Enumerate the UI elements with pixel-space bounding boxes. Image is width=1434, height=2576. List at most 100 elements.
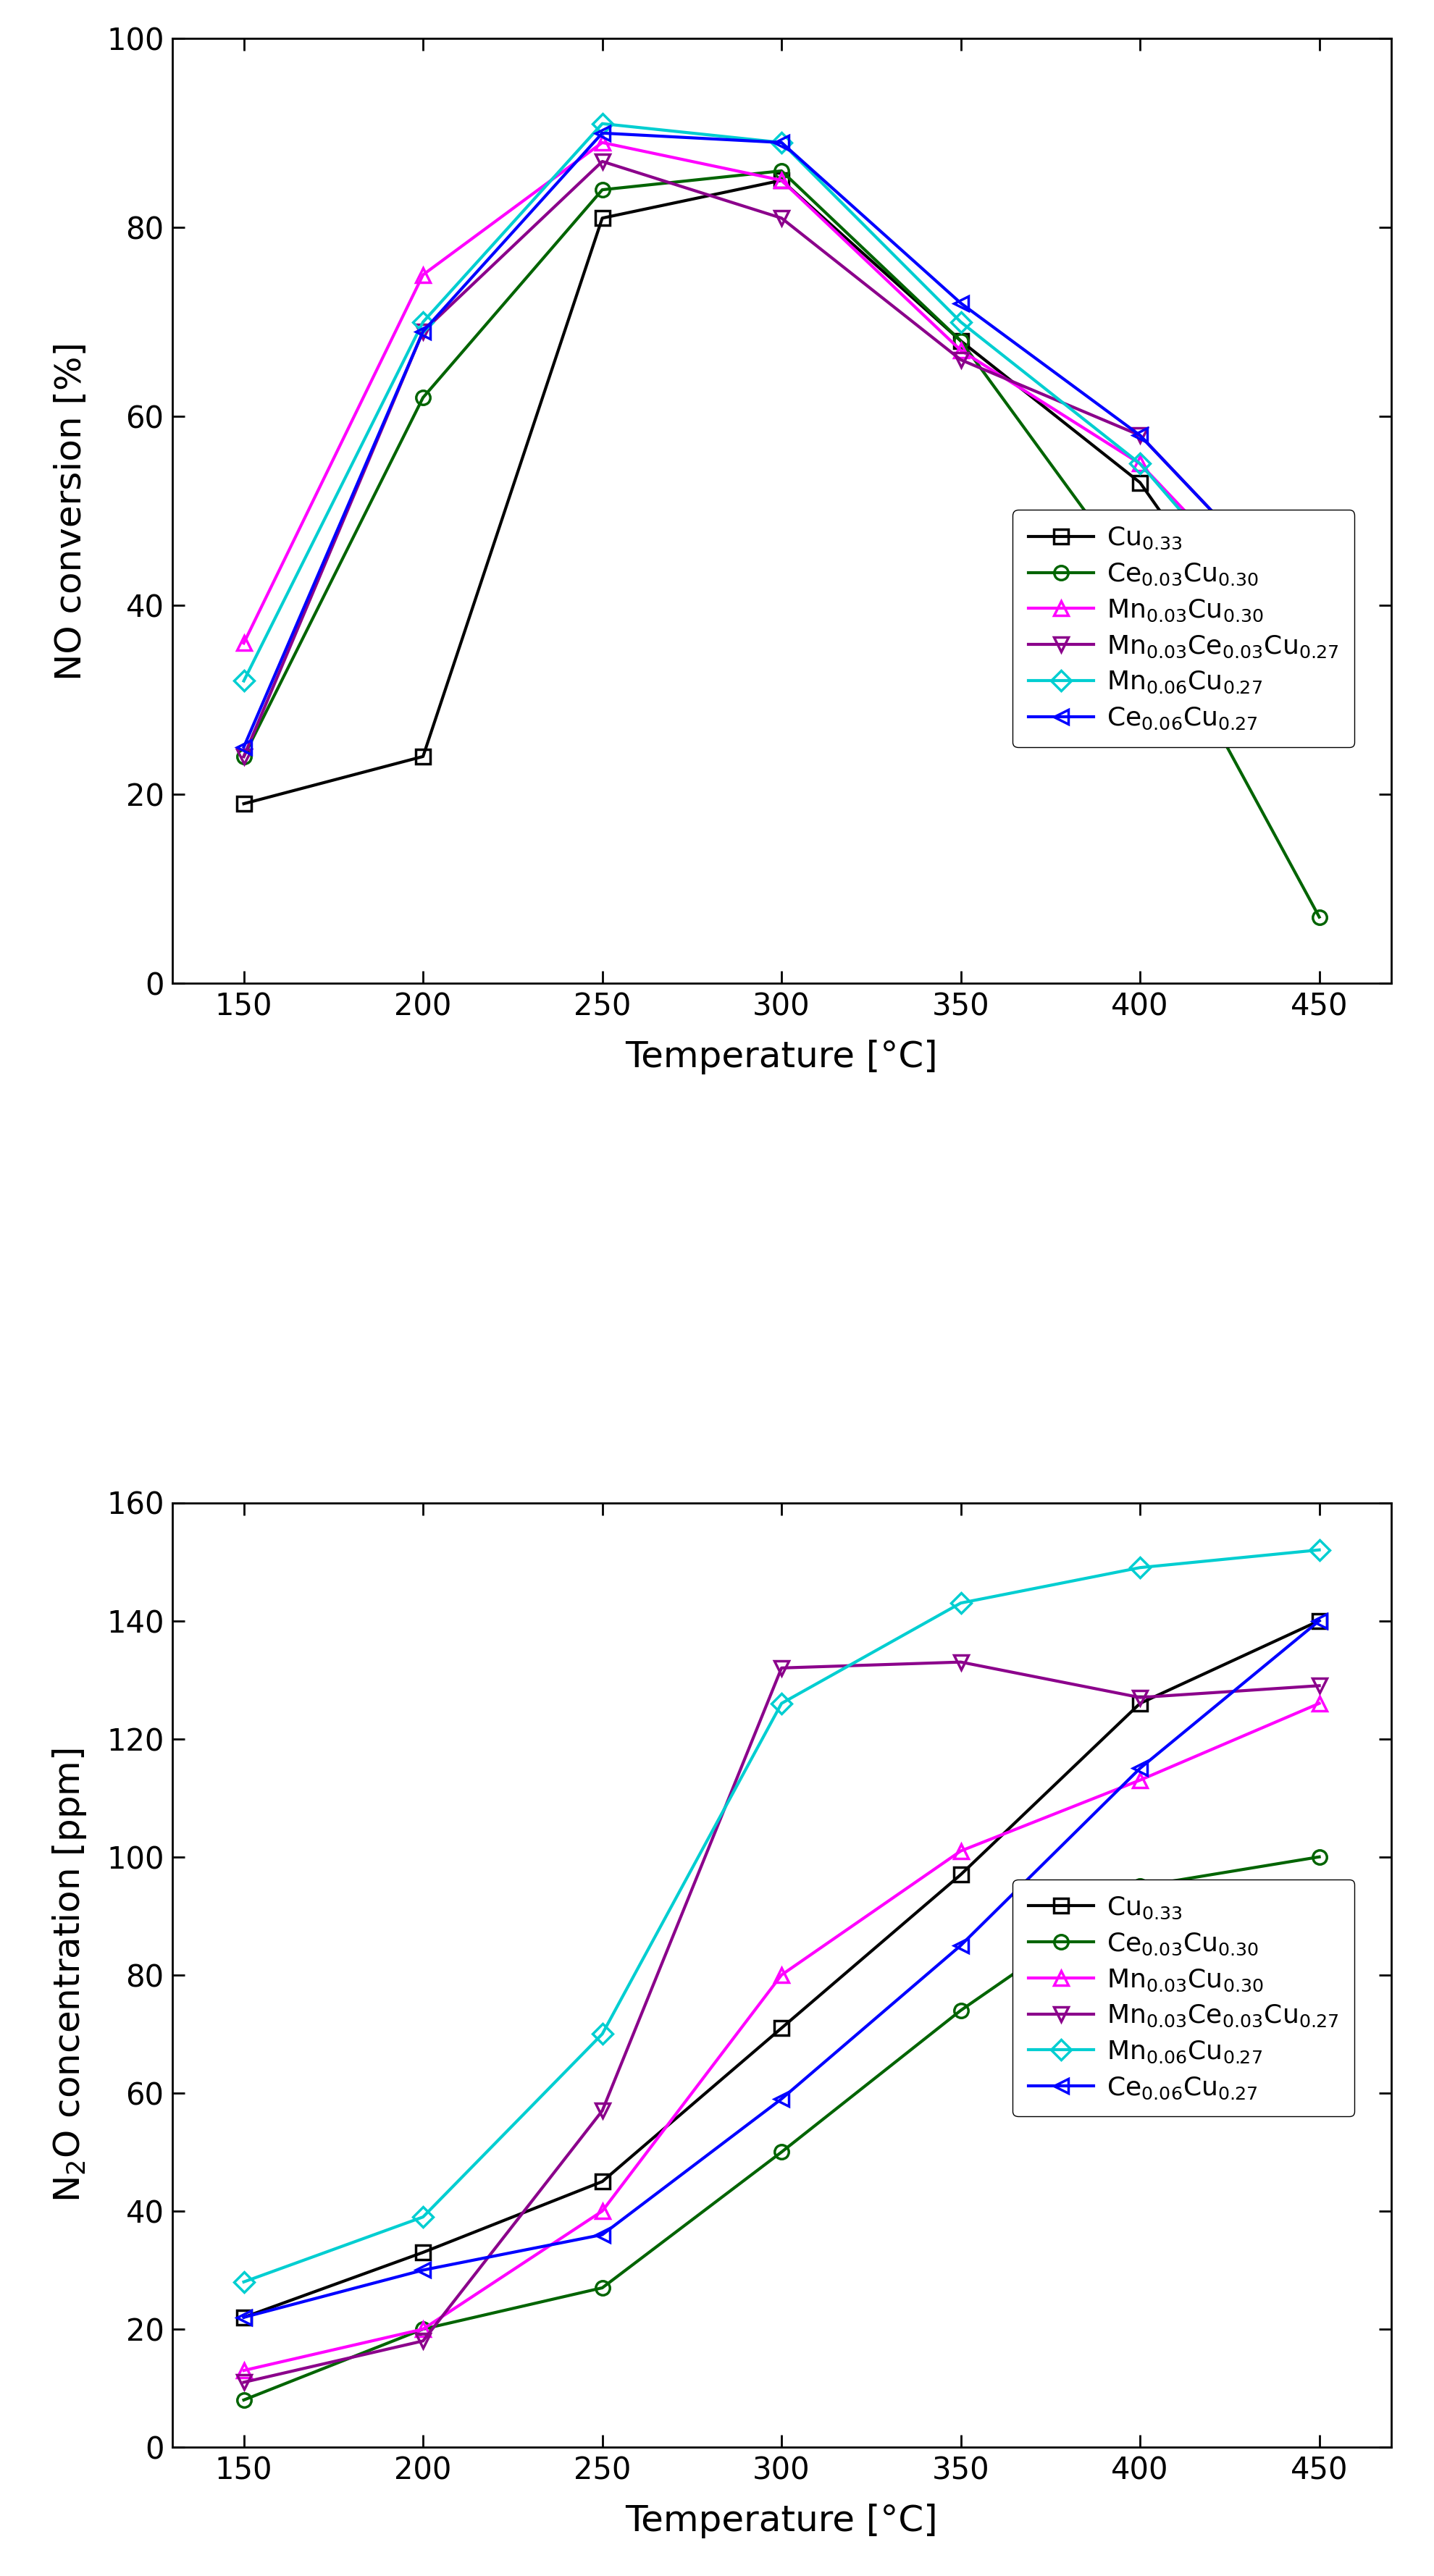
Mn$_{0.03}$Ce$_{0.03}$Cu$_{0.27}$ [414,2326,432,2357]
Line: Cu$_{0.33}$: Cu$_{0.33}$ [237,1613,1326,2324]
Mn$_{0.03}$Ce$_{0.03}$Cu$_{0.27}$ [235,2367,252,2398]
Ce$_{0.06}$Cu$_{0.27}$ [773,126,790,157]
Ce$_{0.06}$Cu$_{0.27}$ [1131,1752,1149,1783]
Mn$_{0.03}$Cu$_{0.30}$ [773,1960,790,1991]
Cu$_{0.33}$ [235,2303,252,2334]
Mn$_{0.03}$Cu$_{0.30}$ [594,2195,611,2226]
Mn$_{0.03}$Ce$_{0.03}$Cu$_{0.27}$ [235,742,252,773]
Mn$_{0.03}$Ce$_{0.03}$Cu$_{0.27}$ [1131,1682,1149,1713]
Ce$_{0.06}$Cu$_{0.27}$ [952,289,969,319]
Mn$_{0.03}$Ce$_{0.03}$Cu$_{0.27}$ [1131,420,1149,451]
Line: Ce$_{0.03}$Cu$_{0.30}$: Ce$_{0.03}$Cu$_{0.30}$ [237,165,1326,925]
Cu$_{0.33}$ [414,2236,432,2267]
Ce$_{0.03}$Cu$_{0.30}$ [414,381,432,412]
Mn$_{0.06}$Cu$_{0.27}$ [1311,657,1328,688]
Mn$_{0.06}$Cu$_{0.27}$ [1311,1535,1328,1566]
Mn$_{0.06}$Cu$_{0.27}$ [235,665,252,696]
Ce$_{0.03}$Cu$_{0.30}$ [594,175,611,206]
Ce$_{0.03}$Cu$_{0.30}$ [1311,1842,1328,1873]
Ce$_{0.06}$Cu$_{0.27}$ [594,118,611,149]
Ce$_{0.06}$Cu$_{0.27}$ [414,317,432,348]
Mn$_{0.03}$Cu$_{0.30}$ [1311,636,1328,667]
Mn$_{0.03}$Cu$_{0.30}$ [414,2313,432,2344]
Ce$_{0.03}$Cu$_{0.30}$ [1311,902,1328,933]
Line: Mn$_{0.03}$Ce$_{0.03}$Cu$_{0.27}$: Mn$_{0.03}$Ce$_{0.03}$Cu$_{0.27}$ [237,1654,1326,2391]
Line: Ce$_{0.06}$Cu$_{0.27}$: Ce$_{0.06}$Cu$_{0.27}$ [237,126,1326,755]
Mn$_{0.03}$Ce$_{0.03}$Cu$_{0.27}$ [952,345,969,376]
Cu$_{0.33}$ [1311,1605,1328,1636]
Cu$_{0.33}$ [773,2012,790,2043]
Mn$_{0.03}$Ce$_{0.03}$Cu$_{0.27}$ [1311,1669,1328,1700]
Ce$_{0.06}$Cu$_{0.27}$ [773,2084,790,2115]
Mn$_{0.06}$Cu$_{0.27}$ [1131,448,1149,479]
Line: Mn$_{0.06}$Cu$_{0.27}$: Mn$_{0.06}$Cu$_{0.27}$ [237,116,1326,688]
Ce$_{0.06}$Cu$_{0.27}$ [1131,420,1149,451]
Legend: Cu$_{0.33}$, Ce$_{0.03}$Cu$_{0.30}$, Mn$_{0.03}$Cu$_{0.30}$, Mn$_{0.03}$Ce$_{0.0: Cu$_{0.33}$, Ce$_{0.03}$Cu$_{0.30}$, Mn$… [1012,510,1354,747]
Ce$_{0.03}$Cu$_{0.30}$ [773,155,790,185]
Ce$_{0.06}$Cu$_{0.27}$ [1311,608,1328,639]
Mn$_{0.03}$Ce$_{0.03}$Cu$_{0.27}$ [594,2094,611,2125]
Cu$_{0.33}$ [414,742,432,773]
Mn$_{0.03}$Ce$_{0.03}$Cu$_{0.27}$ [952,1646,969,1677]
Mn$_{0.03}$Ce$_{0.03}$Cu$_{0.27}$ [414,317,432,348]
Ce$_{0.06}$Cu$_{0.27}$ [235,732,252,762]
Ce$_{0.03}$Cu$_{0.30}$ [1131,1870,1149,1901]
Cu$_{0.33}$ [952,1860,969,1891]
Line: Mn$_{0.03}$Cu$_{0.30}$: Mn$_{0.03}$Cu$_{0.30}$ [237,137,1326,659]
Ce$_{0.03}$Cu$_{0.30}$ [414,2313,432,2344]
Mn$_{0.06}$Cu$_{0.27}$ [235,2267,252,2298]
Ce$_{0.06}$Cu$_{0.27}$ [1311,1605,1328,1636]
Ce$_{0.06}$Cu$_{0.27}$ [235,2303,252,2334]
Ce$_{0.03}$Cu$_{0.30}$ [594,2272,611,2303]
Cu$_{0.33}$ [952,325,969,355]
Mn$_{0.06}$Cu$_{0.27}$ [414,307,432,337]
Mn$_{0.03}$Cu$_{0.30}$ [235,2354,252,2385]
Mn$_{0.03}$Cu$_{0.30}$ [952,1837,969,1868]
Mn$_{0.03}$Ce$_{0.03}$Cu$_{0.27}$ [773,204,790,234]
Ce$_{0.03}$Cu$_{0.30}$ [773,2136,790,2166]
Line: Cu$_{0.33}$: Cu$_{0.33}$ [237,173,1326,811]
Line: Ce$_{0.03}$Cu$_{0.30}$: Ce$_{0.03}$Cu$_{0.30}$ [237,1850,1326,2406]
Mn$_{0.03}$Cu$_{0.30}$ [414,260,432,291]
Line: Ce$_{0.06}$Cu$_{0.27}$: Ce$_{0.06}$Cu$_{0.27}$ [237,1613,1326,2324]
Mn$_{0.06}$Cu$_{0.27}$ [594,2020,611,2050]
Mn$_{0.06}$Cu$_{0.27}$ [414,2202,432,2233]
Mn$_{0.06}$Cu$_{0.27}$ [773,1687,790,1718]
Ce$_{0.06}$Cu$_{0.27}$ [414,2254,432,2285]
X-axis label: Temperature [°C]: Temperature [°C] [625,2504,938,2537]
Ce$_{0.03}$Cu$_{0.30}$ [952,325,969,355]
Y-axis label: NO conversion [%]: NO conversion [%] [53,343,89,680]
Mn$_{0.03}$Cu$_{0.30}$ [594,126,611,157]
Mn$_{0.06}$Cu$_{0.27}$ [594,108,611,139]
Cu$_{0.33}$ [773,165,790,196]
Ce$_{0.06}$Cu$_{0.27}$ [594,2221,611,2251]
Cu$_{0.33}$ [594,2166,611,2197]
Ce$_{0.03}$Cu$_{0.30}$ [235,2385,252,2416]
Ce$_{0.03}$Cu$_{0.30}$ [235,742,252,773]
Line: Mn$_{0.03}$Cu$_{0.30}$: Mn$_{0.03}$Cu$_{0.30}$ [237,1698,1326,2378]
Mn$_{0.03}$Cu$_{0.30}$ [952,335,969,366]
Mn$_{0.03}$Cu$_{0.30}$ [1311,1687,1328,1718]
Cu$_{0.33}$ [1131,1687,1149,1718]
Mn$_{0.06}$Cu$_{0.27}$ [773,126,790,157]
Mn$_{0.03}$Ce$_{0.03}$Cu$_{0.27}$ [594,147,611,178]
Mn$_{0.03}$Ce$_{0.03}$Cu$_{0.27}$ [1311,608,1328,639]
Cu$_{0.33}$ [1311,721,1328,752]
Mn$_{0.03}$Cu$_{0.30}$ [773,165,790,196]
Ce$_{0.06}$Cu$_{0.27}$ [952,1929,969,1960]
X-axis label: Temperature [°C]: Temperature [°C] [625,1041,938,1074]
Line: Mn$_{0.06}$Cu$_{0.27}$: Mn$_{0.06}$Cu$_{0.27}$ [237,1543,1326,2290]
Ce$_{0.03}$Cu$_{0.30}$ [952,1994,969,2025]
Cu$_{0.33}$ [594,204,611,234]
Mn$_{0.03}$Cu$_{0.30}$ [1131,448,1149,479]
Y-axis label: N$_2$O concentration [ppm]: N$_2$O concentration [ppm] [50,1747,89,2202]
Line: Mn$_{0.03}$Ce$_{0.03}$Cu$_{0.27}$: Mn$_{0.03}$Ce$_{0.03}$Cu$_{0.27}$ [237,155,1326,762]
Mn$_{0.06}$Cu$_{0.27}$ [952,1587,969,1618]
Mn$_{0.06}$Cu$_{0.27}$ [1131,1553,1149,1584]
Cu$_{0.33}$ [1131,466,1149,497]
Mn$_{0.03}$Ce$_{0.03}$Cu$_{0.27}$ [773,1654,790,1685]
Ce$_{0.03}$Cu$_{0.30}$ [1131,572,1149,603]
Mn$_{0.03}$Cu$_{0.30}$ [235,629,252,659]
Cu$_{0.33}$ [235,788,252,819]
Mn$_{0.03}$Cu$_{0.30}$ [1131,1765,1149,1795]
